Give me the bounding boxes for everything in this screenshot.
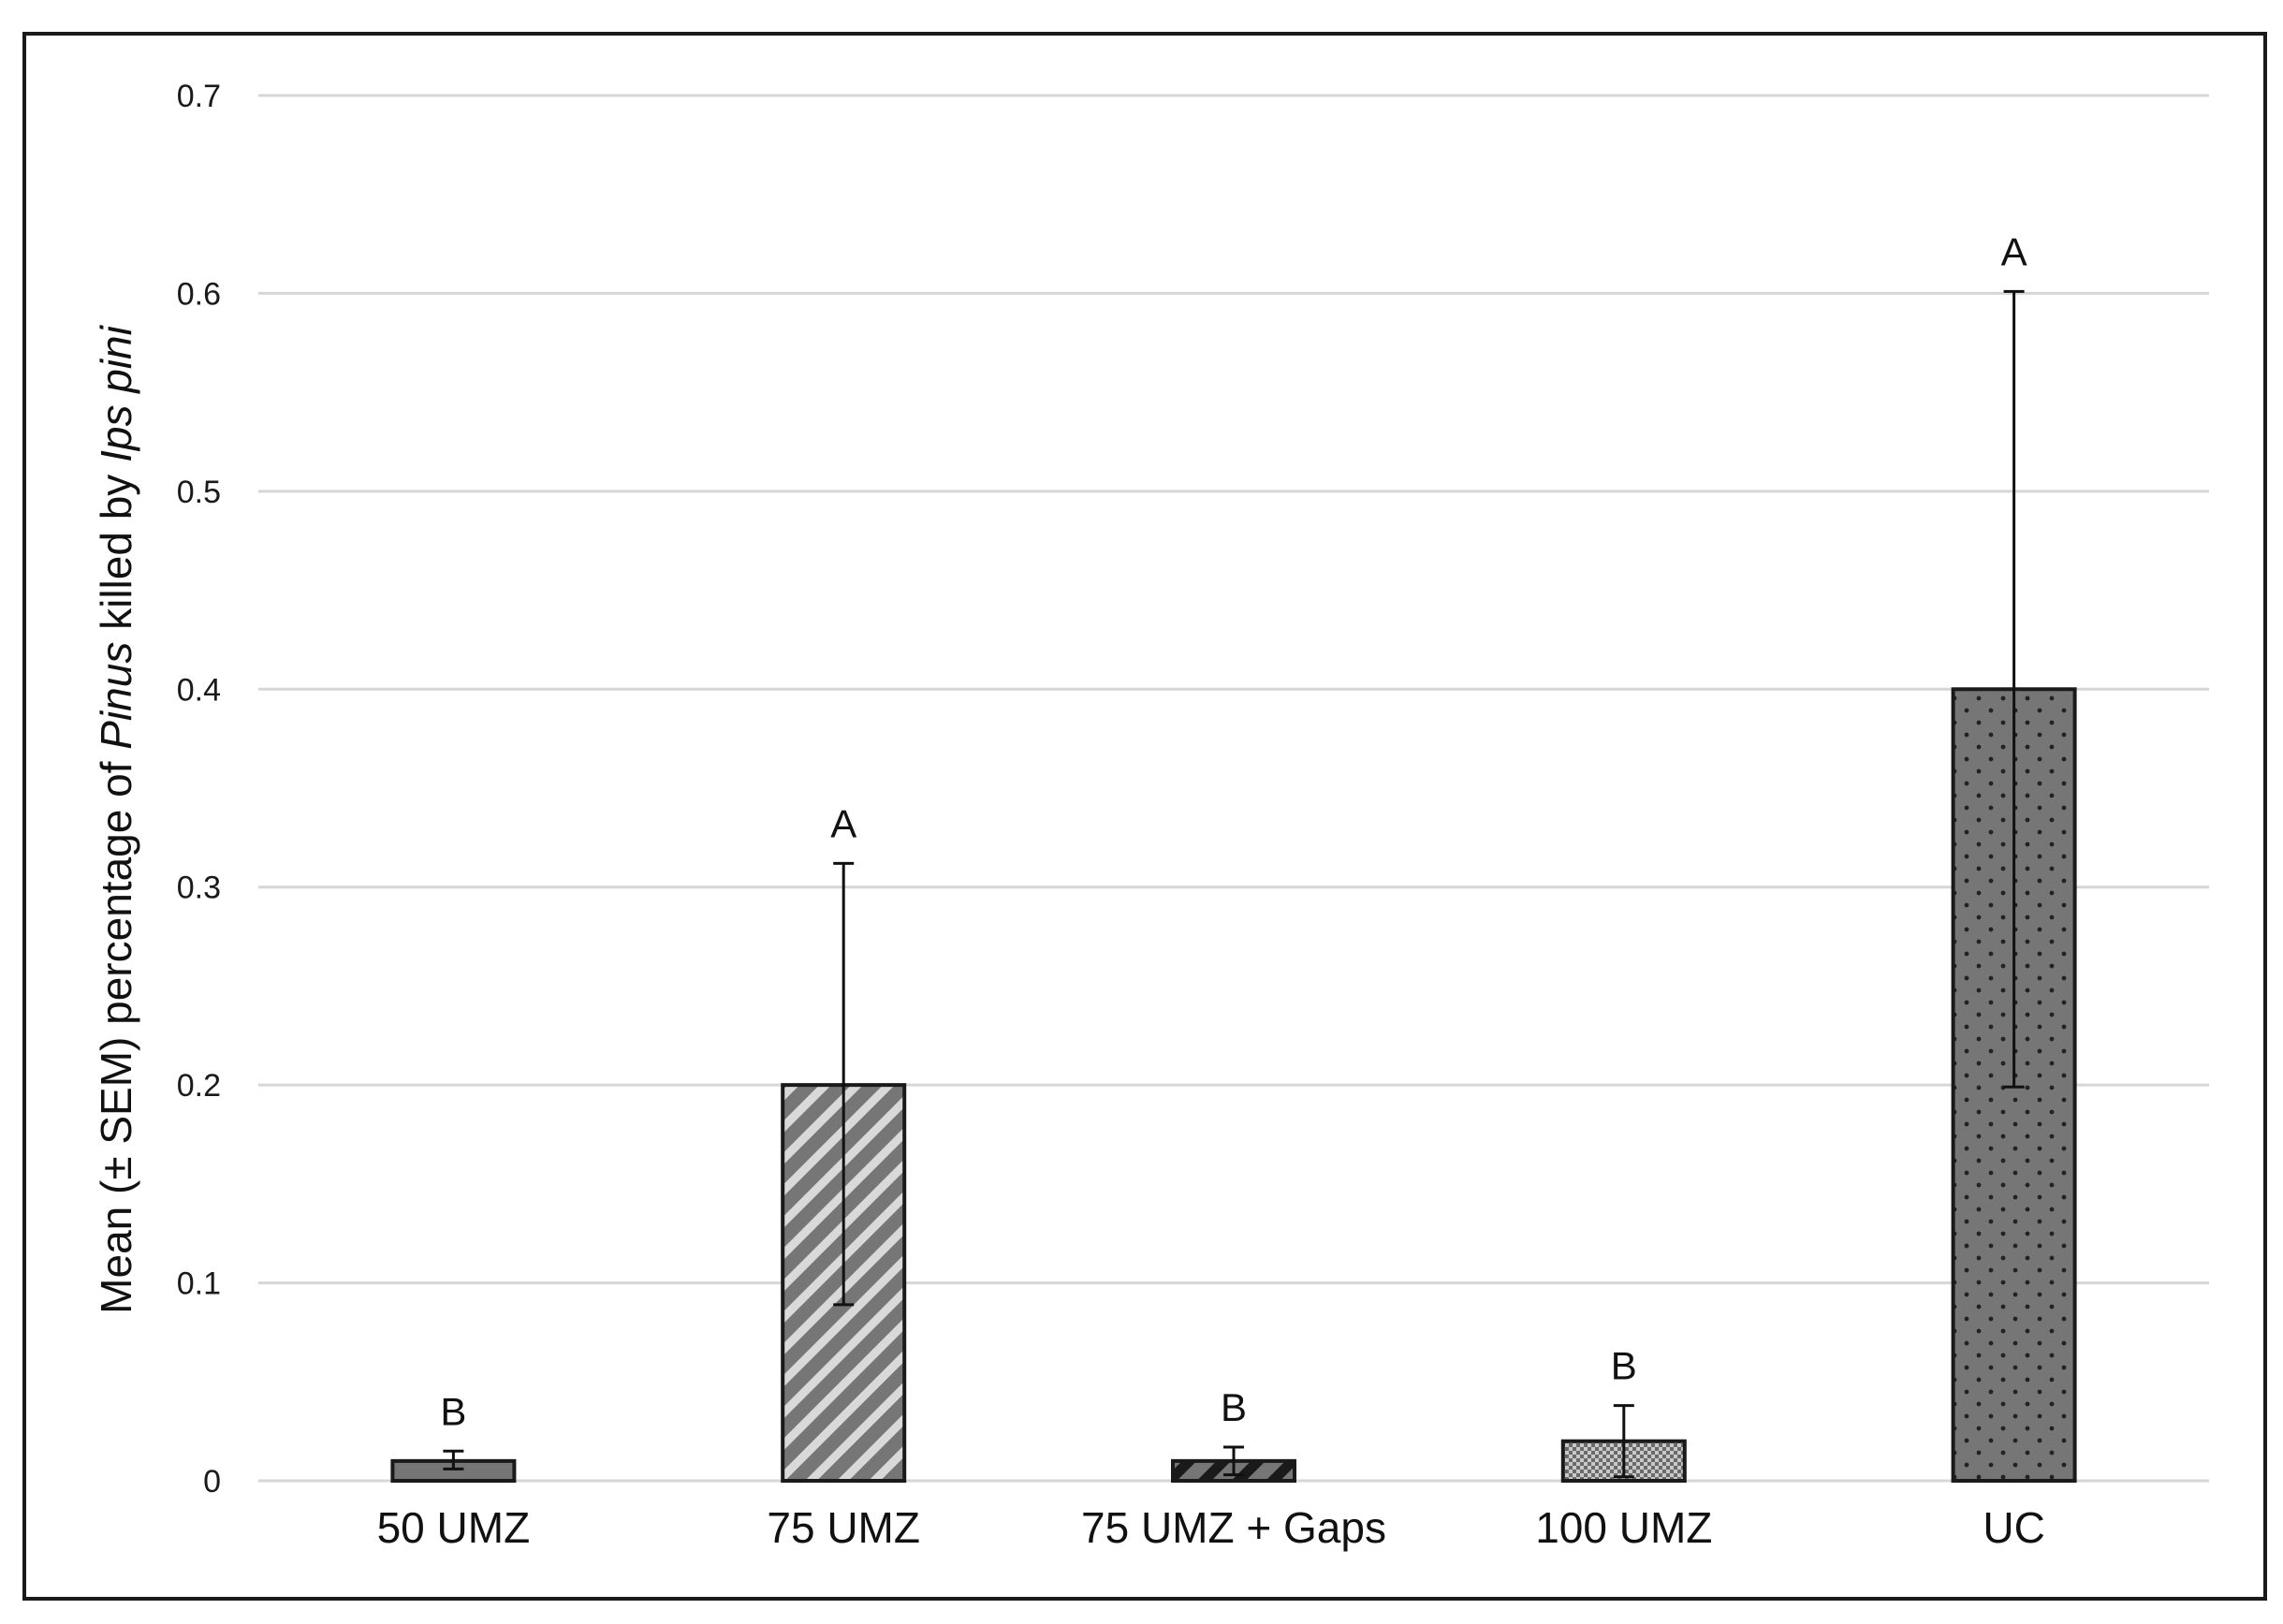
y-axis-ticks: 0 0.1 0.2 0.3 0.4 0.5 0.6 0.7 — [177, 79, 221, 1500]
gridlines — [258, 94, 2209, 1483]
bar-chart: 0 0.1 0.2 0.3 0.4 0.5 0.6 0.7 B A B B A 50 UMZ 75 UM… — [92, 79, 2209, 1552]
y-tick-label: 0.6 — [177, 276, 221, 312]
y-axis-label-part: killed by — [92, 462, 140, 642]
y-tick-label: 0.5 — [177, 475, 221, 510]
y-axis-label-part: Mean (± SEM) percentage of — [92, 750, 140, 1314]
significance-letter: B — [1611, 1344, 1637, 1388]
x-category-label: 50 UMZ — [377, 1503, 531, 1552]
significance-letter: B — [440, 1389, 466, 1433]
y-tick-label: 0.7 — [177, 79, 221, 114]
significance-letter: A — [830, 801, 856, 845]
y-tick-label: 0.4 — [177, 672, 221, 708]
error-bar — [443, 1449, 464, 1470]
x-category-label: 75 UMZ + Gaps — [1081, 1503, 1386, 1552]
x-category-label: UC — [1983, 1503, 2044, 1552]
error-bar — [1223, 1445, 1244, 1477]
significance-letter: B — [1221, 1385, 1247, 1429]
y-tick-label: 0 — [203, 1464, 221, 1500]
y-tick-label: 0.3 — [177, 871, 221, 906]
y-axis-label: Mean (± SEM) percentage of Pinus killed … — [92, 324, 140, 1313]
x-category-label: 75 UMZ — [767, 1503, 920, 1552]
y-tick-label: 0.2 — [177, 1068, 221, 1104]
y-axis-label-part: Pinus — [92, 642, 140, 750]
y-axis-label-part: Ips pini — [92, 324, 140, 462]
error-bar — [833, 861, 855, 1307]
error-bars — [443, 289, 2025, 1479]
chart-frame: 0 0.1 0.2 0.3 0.4 0.5 0.6 0.7 B A B B A 50 UMZ 75 UM… — [22, 32, 2267, 1601]
x-category-label: 100 UMZ — [1535, 1503, 1712, 1552]
y-tick-label: 0.1 — [177, 1266, 221, 1302]
significance-letters: B A B B A — [440, 229, 2027, 1433]
error-bar — [1613, 1404, 1634, 1479]
significance-letter: A — [2001, 229, 2027, 273]
x-axis-categories: 50 UMZ 75 UMZ 75 UMZ + Gaps 100 UMZ UC — [377, 1503, 2045, 1552]
error-bar — [2003, 289, 2025, 1089]
